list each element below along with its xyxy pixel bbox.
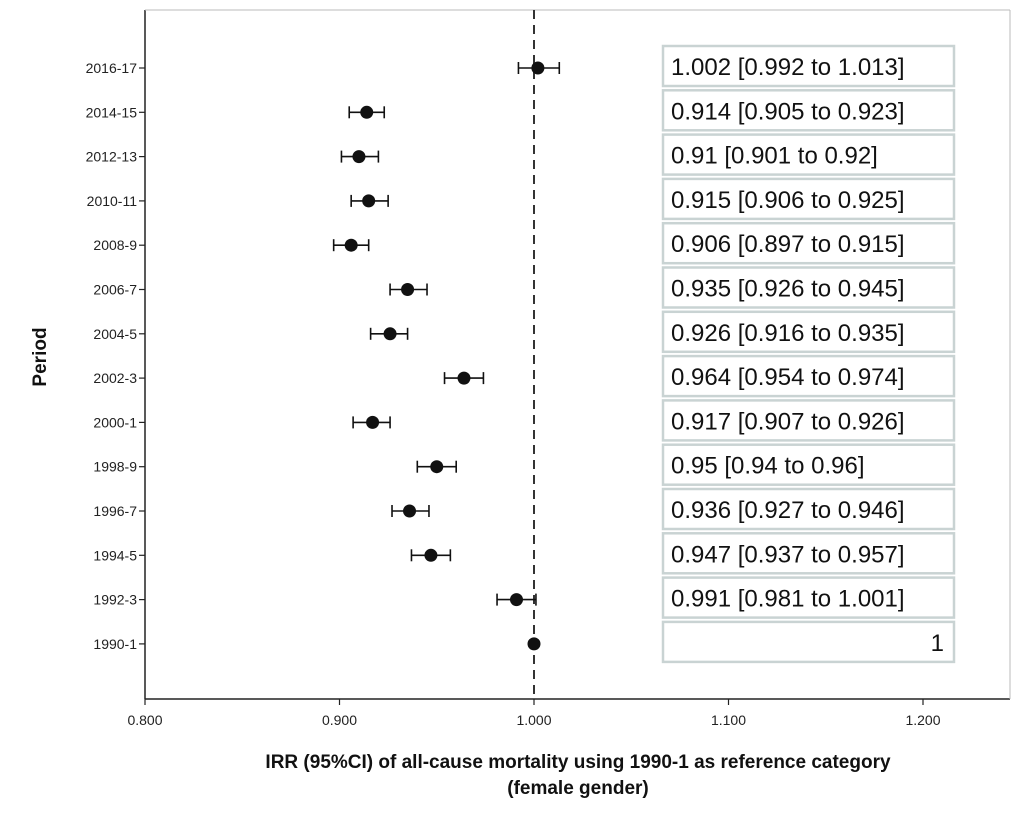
- irr-point: [430, 460, 444, 474]
- ci-table-cell: [661, 221, 956, 265]
- x-tick-label: 1.000: [516, 712, 551, 728]
- x-tick-label: 0.900: [322, 712, 357, 728]
- x-tick-label: 1.200: [905, 712, 940, 728]
- ci-table-text: 0.914 [0.905 to 0.923]: [671, 98, 905, 125]
- ci-table-cell: [661, 133, 956, 176]
- y-tick-label: 1992-3: [93, 592, 137, 608]
- y-tick-label: 2006-7: [93, 282, 137, 298]
- y-tick-label: 1994-5: [93, 547, 137, 563]
- x-axis-title-line2: (female gender): [507, 778, 648, 799]
- ci-table-cell: [661, 443, 956, 486]
- y-tick-label: 2004-5: [93, 326, 137, 342]
- y-tick-label: 1990-1: [93, 636, 137, 652]
- ci-table-text: 0.936 [0.927 to 0.946]: [671, 497, 905, 524]
- y-tick-label: 2000-1: [93, 414, 137, 430]
- plot-frame: [144, 9, 1011, 700]
- irr-point: [366, 415, 380, 429]
- irr-point: [344, 238, 358, 252]
- irr-point: [401, 283, 415, 296]
- ci-table-cell: [661, 532, 956, 575]
- ci-table-text: 0.964 [0.954 to 0.974]: [671, 364, 905, 391]
- ci-table-cell: [661, 310, 956, 354]
- ci-table-cell: [661, 487, 956, 531]
- ci-table-cell: [661, 399, 956, 442]
- ci-table-cell: [661, 177, 956, 221]
- y-tick-label: 2012-13: [86, 149, 138, 165]
- ci-table-text: 0.915 [0.906 to 0.925]: [671, 187, 905, 214]
- ci-table-text: 0.91 [0.901 to 0.92]: [671, 143, 878, 170]
- y-axis-title: Period: [30, 327, 51, 386]
- ci-table-cell: [661, 89, 956, 132]
- y-tick-label: 2002-3: [93, 370, 137, 386]
- ci-table-cell: [661, 266, 956, 309]
- y-tick-label: 2014-15: [86, 104, 138, 120]
- irr-point: [352, 150, 366, 164]
- data-marks: [332, 61, 561, 651]
- irr-point: [403, 504, 417, 518]
- y-tick-label: 1998-9: [93, 459, 137, 475]
- irr-point: [383, 327, 397, 341]
- irr-point: [509, 593, 523, 607]
- x-axis-title-line1: IRR (95%CI) of all-cause mortality using…: [265, 752, 891, 773]
- x-tick-label: 1.100: [711, 712, 746, 728]
- y-axis-ticks: 2016-17 2014-15 2012-13 2010-11 2008-9 2006-7…: [86, 60, 145, 652]
- ci-table-text: 0.95 [0.94 to 0.96]: [671, 453, 865, 480]
- ci-table-text: 0.906 [0.897 to 0.915]: [671, 231, 905, 258]
- x-axis-ticks: 0.800 0.900 1.000 1.100 1.200: [127, 699, 941, 728]
- ci-table-cell: [661, 354, 956, 398]
- ci-table-cell: [661, 576, 956, 619]
- irr-point: [360, 105, 374, 119]
- ci-table-text: 1: [931, 630, 944, 657]
- irr-point: [457, 371, 471, 385]
- y-tick-label: 2008-9: [93, 237, 137, 253]
- irr-point: [362, 194, 376, 208]
- ci-table-cell: [661, 620, 956, 664]
- ci-table-text: 0.917 [0.907 to 0.926]: [671, 408, 905, 435]
- y-tick-label: 1996-7: [93, 503, 137, 519]
- ci-table-text: 0.947 [0.937 to 0.957]: [671, 541, 905, 568]
- ci-table-text: 1.002 [0.992 to 1.013]: [671, 54, 905, 81]
- ci-table-text: 0.991 [0.981 to 1.001]: [671, 586, 905, 613]
- ci-table-cell: [661, 44, 956, 88]
- ci-table-text: 0.926 [0.916 to 0.935]: [671, 320, 905, 347]
- x-tick-label: 0.800: [127, 712, 162, 728]
- irr-point: [527, 637, 541, 651]
- irr-point: [424, 548, 438, 562]
- ci-table-text: 0.935 [0.926 to 0.945]: [671, 276, 905, 303]
- y-tick-label: 2010-11: [87, 193, 138, 209]
- y-tick-label: 2016-17: [86, 60, 138, 76]
- irr-point: [531, 61, 545, 75]
- ci-table: 1.002 [0.992 to 1.013] 0.914 [0.905 to 0.…: [661, 44, 956, 664]
